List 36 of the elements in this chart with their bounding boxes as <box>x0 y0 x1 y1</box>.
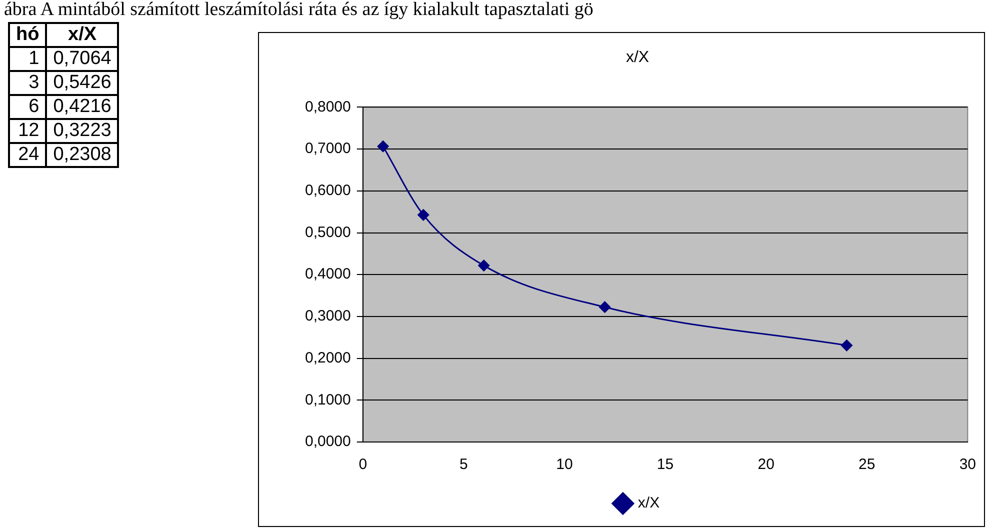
y-tick-label: 0,8000 <box>304 98 351 116</box>
y-tick-label: 0,2000 <box>304 349 351 366</box>
text: 3 <box>28 72 40 93</box>
x-tick-label: 15 <box>656 456 674 474</box>
text: 0,2308 <box>53 144 112 165</box>
y-tick-label: 0,7000 <box>304 140 351 158</box>
x-tick-label: 0 <box>358 456 368 474</box>
text: 0,3223 <box>53 120 112 141</box>
point <box>418 209 430 221</box>
category-label: x/X <box>46 23 118 47</box>
text: 0,7064 <box>53 48 112 69</box>
y-tick-label: 0,1000 <box>304 391 351 408</box>
text: 1 <box>28 48 40 69</box>
category-label: hó <box>9 23 46 47</box>
point <box>478 260 490 272</box>
x-tick-label: 20 <box>758 456 774 474</box>
x-tick-label: 30 <box>959 456 976 474</box>
y-tick-label: 0,5000 <box>304 224 351 241</box>
point <box>599 301 611 313</box>
x-tick-label: 5 <box>460 456 468 474</box>
point <box>840 340 852 352</box>
y-tick-label: 0,6000 <box>304 182 351 200</box>
text: 6 <box>28 96 40 117</box>
y-tick-label: 0,3000 <box>304 308 351 325</box>
text: 0,5426 <box>53 72 112 93</box>
text: 12 <box>18 120 40 141</box>
text: ábra A mintából számított leszámítolási ráta és az így kialakult tapasztalati gö <box>4 0 594 20</box>
x-tick-label: 10 <box>556 456 573 474</box>
legend-label: x/X <box>638 494 660 512</box>
point <box>377 140 389 152</box>
x-tick-label: 25 <box>858 456 876 474</box>
text: 24 <box>18 144 40 165</box>
y-tick-label: 0,0000 <box>304 433 351 450</box>
y-tick-label: 0,4000 <box>304 266 351 283</box>
chart-title: x/X <box>626 49 650 66</box>
text: 0,4216 <box>53 96 112 117</box>
